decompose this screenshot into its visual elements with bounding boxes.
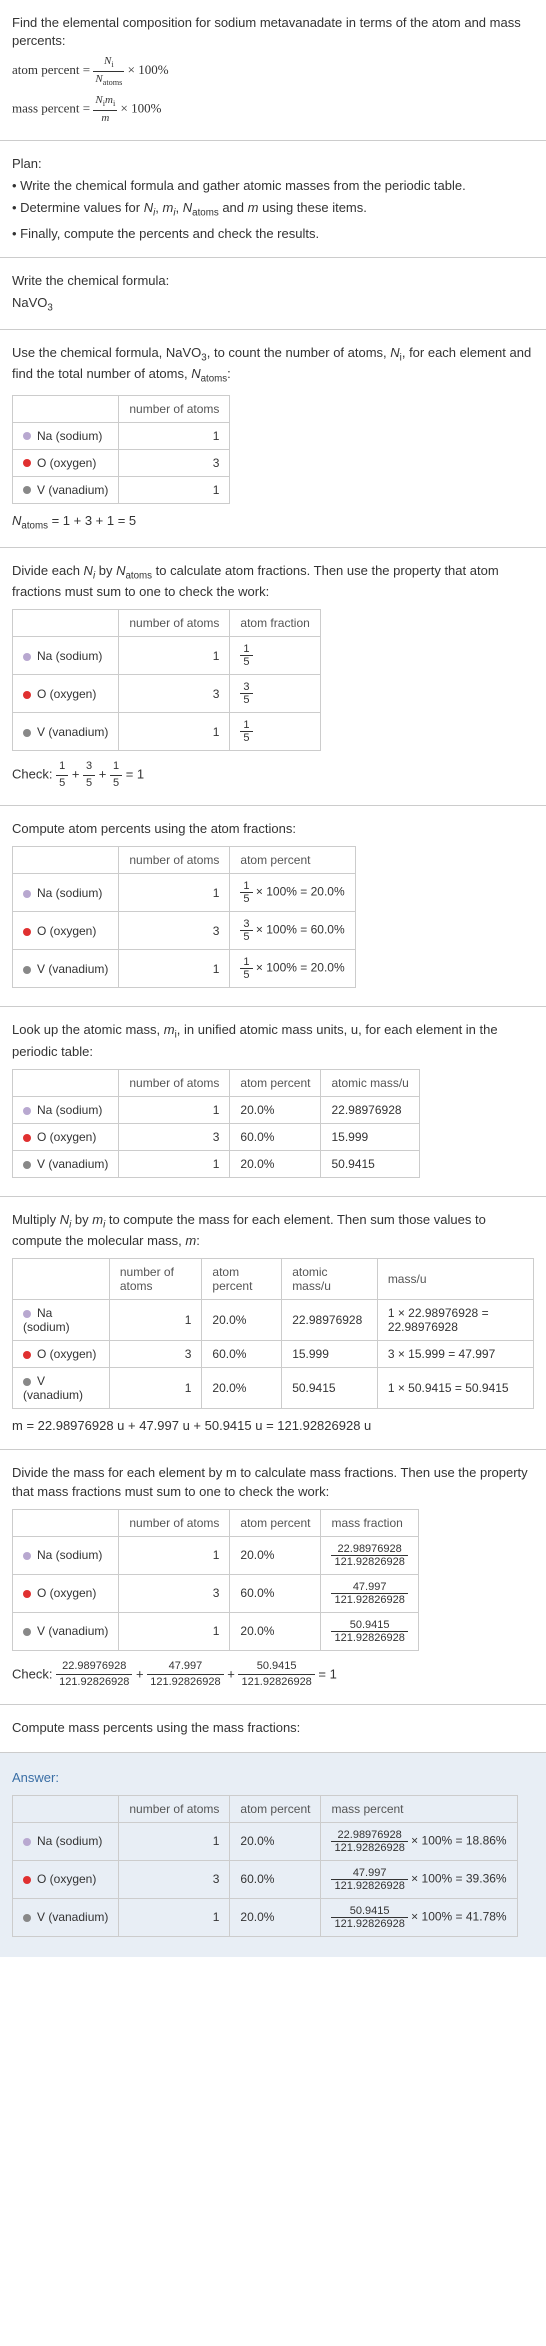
plan-section: Plan: • Write the chemical formula and g… — [0, 141, 546, 258]
atomfrac-check: Check: 15 + 35 + 15 = 1 — [12, 759, 534, 791]
o-dot-icon — [23, 1134, 31, 1142]
na-dot-icon — [23, 432, 31, 440]
atompct-intro: Compute atom percents using the atom fra… — [12, 820, 534, 838]
plan-line2: • Determine values for Ni, mi, Natoms an… — [12, 199, 534, 220]
o-dot-icon — [23, 928, 31, 936]
v-dot-icon — [23, 1914, 31, 1922]
na-dot-icon — [23, 1310, 31, 1318]
massfrac-intro: Divide the mass for each element by m to… — [12, 1464, 534, 1500]
count-intro: Use the chemical formula, NaVO3, to coun… — [12, 344, 534, 386]
v-dot-icon — [23, 966, 31, 974]
massfrac-section: Divide the mass for each element by m to… — [0, 1450, 546, 1705]
o-dot-icon — [23, 691, 31, 699]
v-dot-icon — [23, 486, 31, 494]
answer-table: number of atomsatom percentmass percent … — [12, 1795, 518, 1937]
o-dot-icon — [23, 1351, 31, 1359]
chemical-formula: NaVO3 — [12, 294, 534, 315]
massfrac-check: Check: 22.98976928121.92826928 + 47.9971… — [12, 1659, 534, 1691]
plan-line3: • Finally, compute the percents and chec… — [12, 225, 534, 243]
mass-lookup-intro: Look up the atomic mass, mi, in unified … — [12, 1021, 534, 1060]
v-dot-icon — [23, 729, 31, 737]
na-dot-icon — [23, 1838, 31, 1846]
mass-calc-intro: Multiply Ni by mi to compute the mass fo… — [12, 1211, 534, 1250]
mass-percent-formula: mass percent = Nimim × 100% — [12, 93, 534, 126]
masspct-intro: Compute mass percents using the mass fra… — [12, 1719, 534, 1737]
plan-line1: • Write the chemical formula and gather … — [12, 177, 534, 195]
na-dot-icon — [23, 1552, 31, 1560]
formula-label: Write the chemical formula: — [12, 272, 534, 290]
mass-sum: m = 22.98976928 u + 47.997 u + 50.9415 u… — [12, 1417, 534, 1435]
na-dot-icon — [23, 1107, 31, 1115]
atompct-table: number of atomsatom percent Na (sodium)1… — [12, 846, 356, 988]
answer-label: Answer: — [12, 1769, 534, 1787]
atomfrac-table: number of atomsatom fraction Na (sodium)… — [12, 609, 321, 751]
v-dot-icon — [23, 1378, 31, 1386]
intro-section: Find the elemental composition for sodiu… — [0, 0, 546, 141]
answer-section: Answer: number of atomsatom percentmass … — [0, 1753, 546, 1957]
formula-section: Write the chemical formula: NaVO3 — [0, 258, 546, 330]
plan-heading: Plan: — [12, 155, 534, 173]
o-dot-icon — [23, 459, 31, 467]
na-dot-icon — [23, 653, 31, 661]
v-dot-icon — [23, 1628, 31, 1636]
mass-calc-table: number of atomsatom percentatomic mass/u… — [12, 1258, 534, 1409]
count-section: Use the chemical formula, NaVO3, to coun… — [0, 330, 546, 548]
mass-calc-section: Multiply Ni by mi to compute the mass fo… — [0, 1197, 546, 1451]
na-dot-icon — [23, 890, 31, 898]
atomfrac-intro: Divide each Ni by Natoms to calculate at… — [12, 562, 534, 601]
masspct-section: Compute mass percents using the mass fra… — [0, 1705, 546, 1752]
mass-lookup-section: Look up the atomic mass, mi, in unified … — [0, 1007, 546, 1196]
massfrac-table: number of atomsatom percentmass fraction… — [12, 1509, 419, 1651]
count-table: number of atoms Na (sodium)1 O (oxygen)3… — [12, 395, 230, 504]
atomfrac-section: Divide each Ni by Natoms to calculate at… — [0, 548, 546, 806]
mass-lookup-table: number of atomsatom percentatomic mass/u… — [12, 1069, 420, 1178]
atompct-section: Compute atom percents using the atom fra… — [0, 806, 546, 1007]
o-dot-icon — [23, 1590, 31, 1598]
v-dot-icon — [23, 1161, 31, 1169]
atom-percent-formula: atom percent = NiNatoms × 100% — [12, 54, 534, 88]
count-sum: Natoms = 1 + 3 + 1 = 5 — [12, 512, 534, 533]
intro-title: Find the elemental composition for sodiu… — [12, 14, 534, 50]
o-dot-icon — [23, 1876, 31, 1884]
